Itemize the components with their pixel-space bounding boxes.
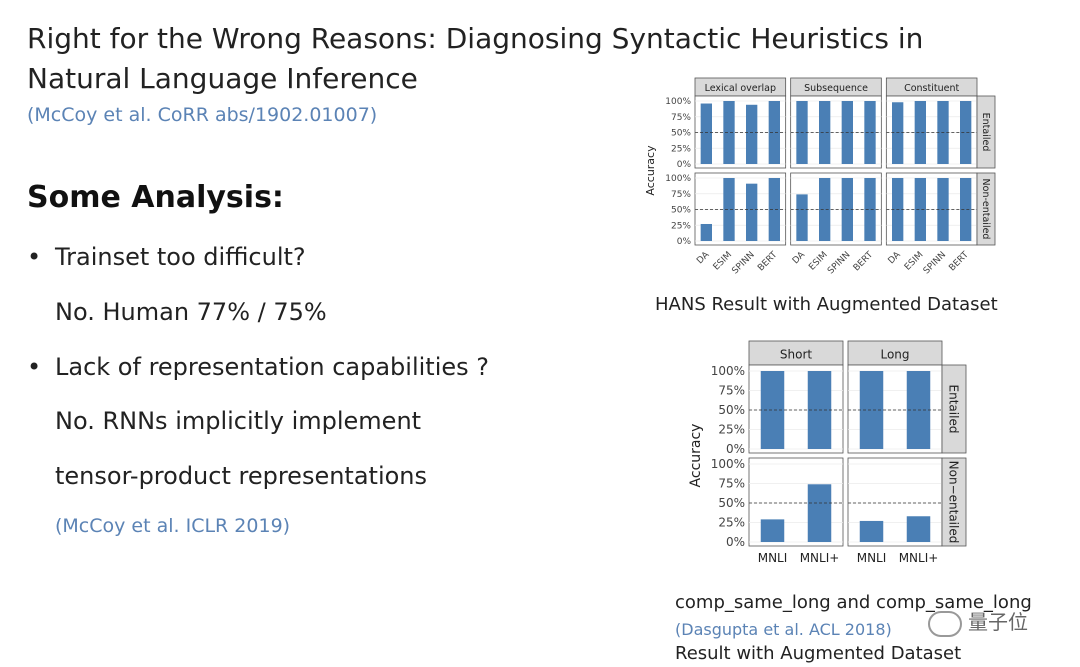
x-tick-label: MNLI+ <box>899 551 939 565</box>
bar <box>864 178 876 241</box>
bar <box>760 519 785 542</box>
y-tick-label: 0% <box>677 237 692 247</box>
y-tick-label: 25% <box>718 423 745 437</box>
bar <box>723 178 735 241</box>
figure1-caption: HANS Result with Augmented Dataset <box>655 294 998 315</box>
facet-row-label: Entailed <box>980 113 991 152</box>
y-tick-label: 100% <box>665 97 691 107</box>
wechat-icon <box>928 610 962 637</box>
hans-chart: Accuracy Lexical overlap 0% 25% 50% 75% 100% 0%… <box>644 77 996 276</box>
y-tick-label: 0% <box>726 535 745 549</box>
y-tick-label: 50% <box>671 206 691 216</box>
y-axis-title: Accuracy <box>644 145 657 196</box>
figure2-caption-line-1: comp_same_long and comp_same_long <box>675 592 1032 613</box>
bar <box>746 183 758 241</box>
bar <box>807 484 832 542</box>
y-axis-title: Accuracy <box>688 424 704 488</box>
x-tick-label: MNLI <box>758 551 788 565</box>
x-tick-label: DA <box>887 249 904 266</box>
bar <box>906 516 931 542</box>
y-tick-label: 100% <box>711 364 745 378</box>
y-tick-label: 25% <box>718 516 745 530</box>
x-tick-label: BERT <box>947 250 971 274</box>
x-tick-label: BERT <box>756 250 780 274</box>
facet-strip <box>748 340 844 366</box>
y-tick-label: 75% <box>718 477 745 491</box>
bar <box>859 371 884 449</box>
bullet-marker: • <box>27 243 42 271</box>
bar <box>892 102 904 164</box>
bar <box>859 520 884 542</box>
bullet-2-answer-line-2: tensor-product representations <box>55 462 428 490</box>
bar <box>768 178 780 241</box>
y-tick-label: 100% <box>665 174 691 184</box>
x-tick-label: DA <box>791 249 808 266</box>
bar <box>700 223 712 241</box>
bullet-1-answer: No. Human 77% / 75% <box>55 298 327 326</box>
bullet-1: • Trainset too difficult? <box>27 243 306 271</box>
slide-title: Right for the Wrong Reasons: Diagnosing … <box>27 22 924 95</box>
x-tick-label: MNLI <box>857 551 887 565</box>
facet-strip <box>976 95 996 169</box>
x-tick-label: BERT <box>852 250 876 274</box>
bullet-2: • Lack of representation capabilities ? <box>27 353 489 381</box>
bar <box>760 371 785 449</box>
y-tick-label: 75% <box>671 190 691 200</box>
bar <box>700 103 712 164</box>
bullet-2-text: Lack of representation capabilities ? <box>55 353 490 381</box>
bar <box>960 101 972 164</box>
bar <box>746 104 758 164</box>
bar <box>819 178 831 241</box>
bar <box>768 101 780 164</box>
x-tick-label: SPINN <box>730 250 756 276</box>
figure2-citation: (Dasgupta et al. ACL 2018) <box>675 620 892 639</box>
facet-strip <box>847 340 943 366</box>
facet-row-label: Non−entailed <box>947 461 961 544</box>
bullet-1-text: Trainset too difficult? <box>55 243 306 271</box>
x-tick-label: DA <box>695 249 712 266</box>
bar <box>914 178 926 241</box>
bar <box>819 101 831 164</box>
y-tick-label: 50% <box>718 496 745 510</box>
bullet-2-answer-line-1: No. RNNs implicitly implement <box>55 407 422 435</box>
bar <box>914 101 926 164</box>
facet-strip <box>941 457 967 547</box>
y-tick-label: 100% <box>711 457 745 471</box>
y-tick-label: 0% <box>677 160 692 170</box>
bar <box>723 101 735 164</box>
dasgupta-chart: AccuracyShort0%25%50%75%100%0%25%50%75%1… <box>688 340 967 565</box>
facet-row-label: Entailed <box>947 385 961 434</box>
bullet-marker: • <box>27 353 42 381</box>
facet-column-label: Subsequence <box>804 83 868 94</box>
y-tick-label: 75% <box>671 113 691 123</box>
x-tick-label: SPINN <box>826 250 852 276</box>
bar <box>796 194 808 241</box>
facet-column-label: Long <box>880 347 909 361</box>
y-tick-label: 25% <box>671 221 691 231</box>
facet-strip <box>941 364 967 454</box>
y-tick-label: 0% <box>726 442 745 456</box>
bullet-citation: (McCoy et al. ICLR 2019) <box>55 515 291 537</box>
y-tick-label: 75% <box>718 384 745 398</box>
facet-row-label: Non-entailed <box>980 179 991 240</box>
title-citation: (McCoy et al. CoRR abs/1902.01007) <box>27 104 378 126</box>
figure2-caption-line-3: Result with Augmented Dataset <box>675 643 962 664</box>
bar <box>864 101 876 164</box>
x-tick-label: MNLI+ <box>800 551 840 565</box>
facet-strip <box>976 172 996 246</box>
section-heading: Some Analysis: <box>27 180 284 215</box>
facet-column-label: Short <box>780 347 812 361</box>
watermark-text: 量子位 <box>968 610 1028 634</box>
watermark: 量子位 <box>928 606 1028 637</box>
bar <box>960 178 972 241</box>
facet-column-label: Lexical overlap <box>705 83 776 94</box>
y-tick-label: 50% <box>671 129 691 139</box>
y-tick-label: 50% <box>718 403 745 417</box>
facet-column-label: Constituent <box>904 83 959 94</box>
x-tick-label: SPINN <box>922 250 948 276</box>
y-tick-label: 25% <box>671 144 691 154</box>
